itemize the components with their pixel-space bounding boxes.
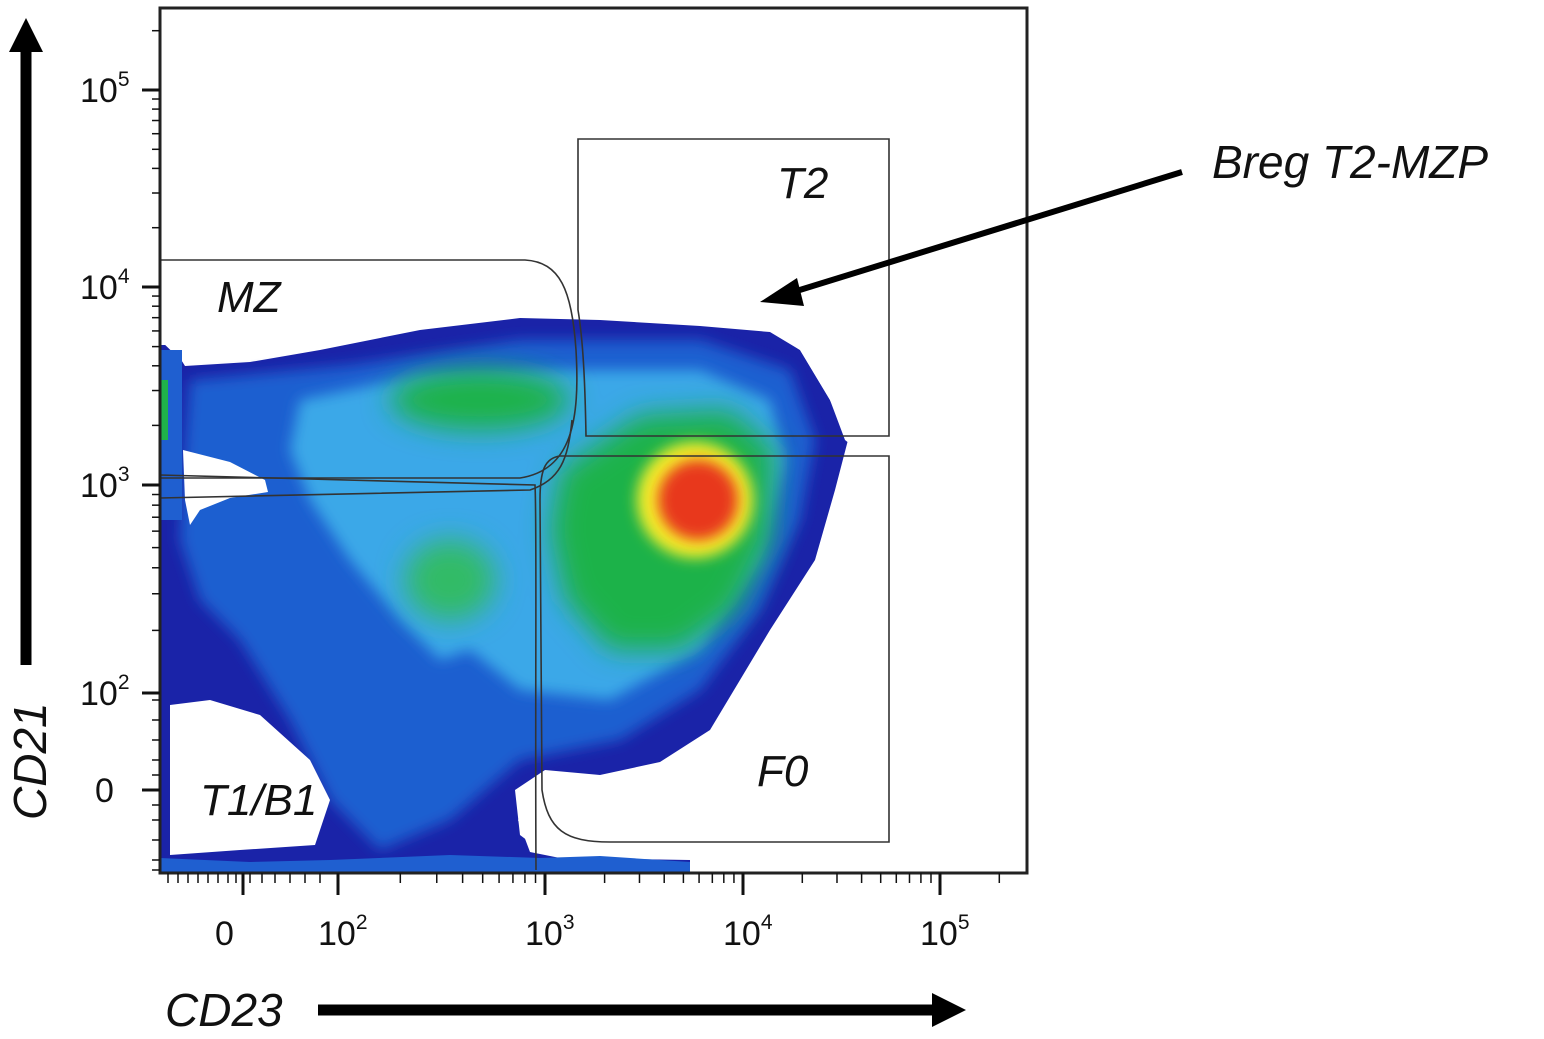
density-left-edge-green bbox=[160, 380, 168, 440]
x-tick-label: 102 bbox=[318, 911, 368, 953]
y-tick-label: 105 bbox=[80, 68, 130, 110]
density-bottom-strip bbox=[160, 855, 690, 873]
gate-t2 bbox=[577, 138, 890, 437]
density-red-core bbox=[658, 460, 738, 540]
x-tick-label: 104 bbox=[723, 911, 773, 953]
y-tick-label: 102 bbox=[80, 671, 130, 713]
y-axis-arrow bbox=[9, 18, 43, 665]
plot-frame bbox=[158, 6, 1029, 875]
x-tick-label: 105 bbox=[920, 911, 970, 953]
gate-t1b1 bbox=[159, 474, 537, 871]
gate-label-t1b1: T1/B1 bbox=[200, 776, 317, 825]
gates bbox=[159, 138, 890, 871]
x-axis: 0 102 103 104 105 bbox=[167, 873, 1001, 953]
y-axis: 0 102 103 104 105 bbox=[80, 29, 160, 871]
annotation-breg-t2-mzp: Breg T2-MZP bbox=[1212, 136, 1488, 188]
x-tick-label: 103 bbox=[525, 911, 575, 953]
y-tick-label: 103 bbox=[80, 463, 130, 505]
gate-mz-inner bbox=[159, 419, 573, 499]
density-white-hole-bottom bbox=[518, 460, 1027, 873]
gate-label-mz: MZ bbox=[217, 273, 283, 322]
x-tick-label: 0 bbox=[215, 915, 234, 953]
x-axis-title: CD23 bbox=[165, 984, 283, 1036]
density-cloud bbox=[160, 8, 1027, 873]
y-tick-label: 0 bbox=[95, 772, 114, 810]
density-green-tail bbox=[405, 540, 495, 620]
density-white-hole-left bbox=[183, 450, 268, 525]
gate-mz bbox=[160, 259, 578, 479]
annotation-arrow bbox=[760, 169, 1183, 306]
gate-label-t2: T2 bbox=[777, 159, 828, 208]
x-axis-arrow bbox=[318, 993, 966, 1027]
y-tick-label: 104 bbox=[80, 265, 130, 307]
density-green-mz bbox=[390, 370, 570, 430]
gate-f0 bbox=[539, 455, 890, 843]
y-axis-title: CD21 bbox=[4, 702, 56, 820]
gate-label-f0: F0 bbox=[757, 747, 809, 796]
density-white-upper bbox=[160, 8, 1027, 460]
density-white-hole-lower bbox=[170, 700, 330, 855]
